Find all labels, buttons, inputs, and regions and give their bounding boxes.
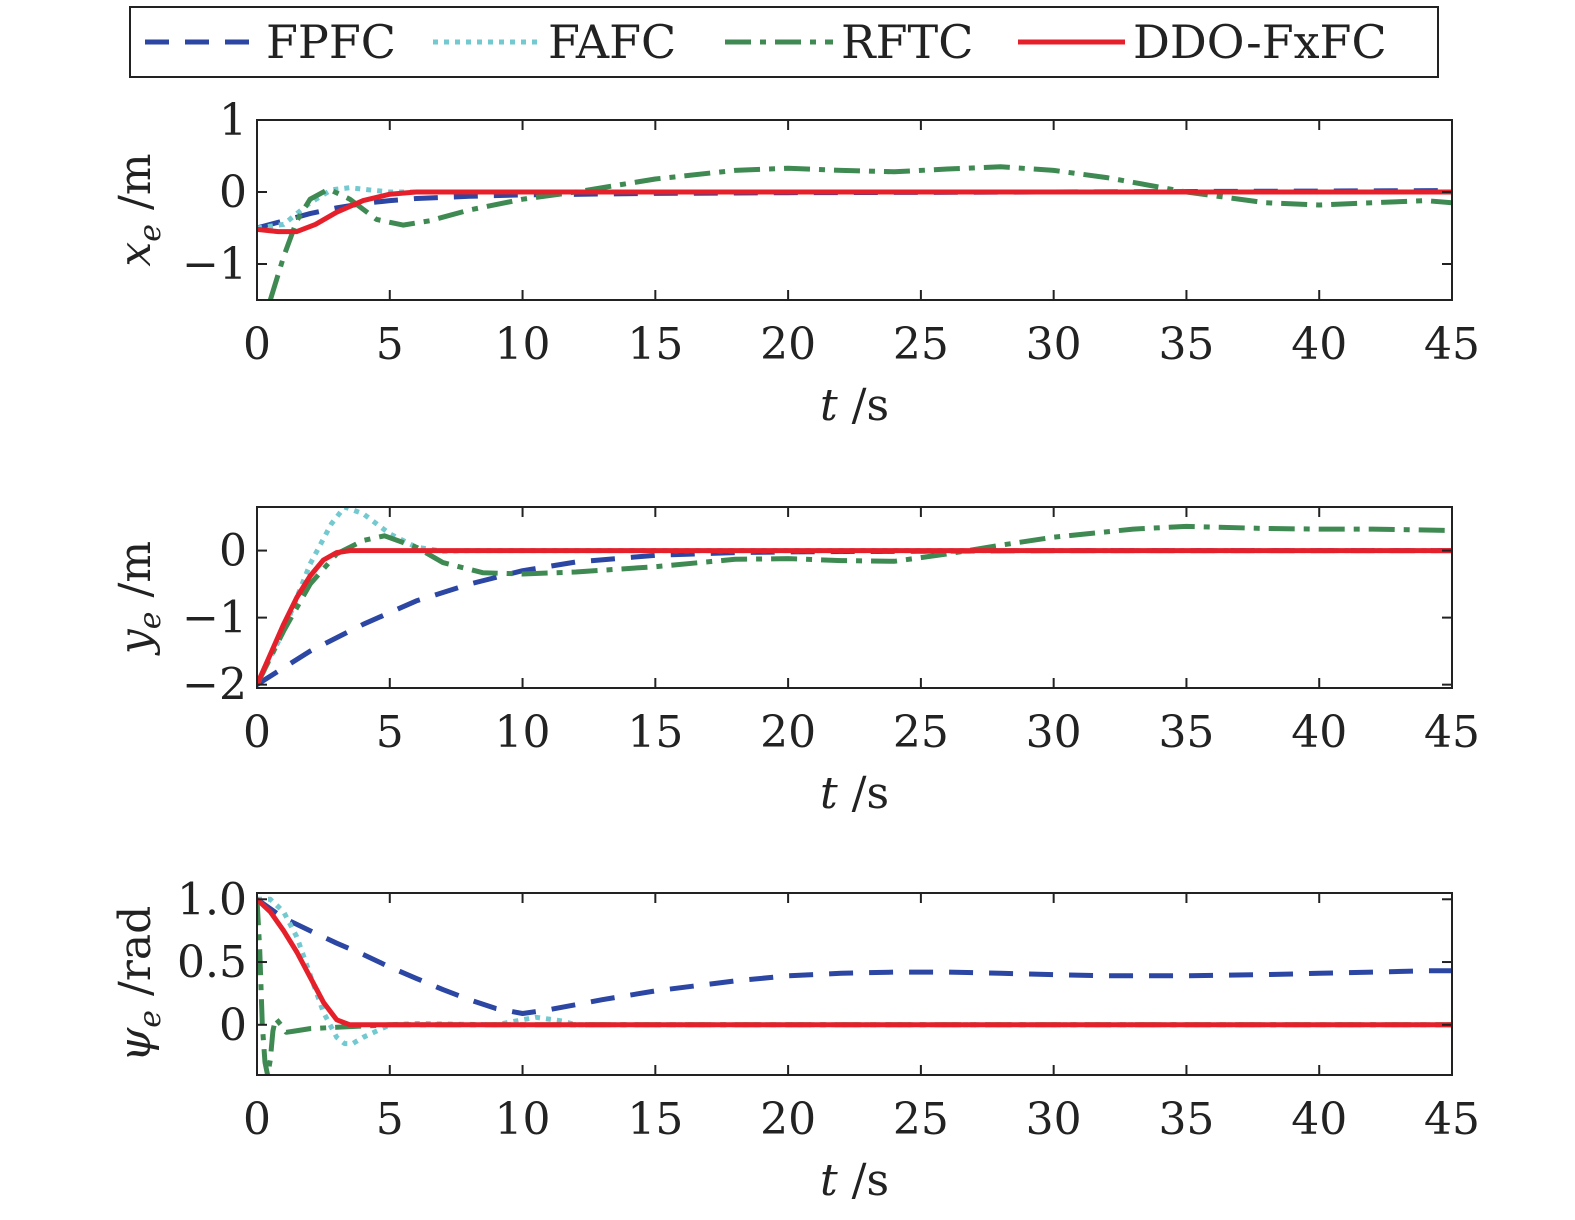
series-ddo-fxfc-line [257,897,1452,1028]
y-tick-label: 1.0 [177,874,247,925]
x-tick-label: 15 [627,707,683,758]
y-tick-label: −1 [182,239,247,290]
x-tick-label: 15 [627,319,683,370]
legend-label: FPFC [266,15,396,69]
x-tick-label: 0 [243,1094,271,1145]
series-fpfc-line [257,897,1452,1016]
x-tick-label: 35 [1158,1094,1214,1145]
x-tick-label: 30 [1026,319,1082,370]
series-fpfc-line [257,548,1452,687]
axes-frame [256,119,1453,301]
series-fpfc-line [257,188,1452,231]
x-tick-label: 45 [1424,319,1480,370]
y-tick-label: 0 [219,1000,247,1051]
y-tick-label: 0.5 [177,937,247,988]
series-fafc-line [257,185,1452,231]
y-tick-label: −1 [182,593,247,644]
x-tick-label: 25 [893,707,949,758]
x-tick-label: 10 [495,319,551,370]
x-tick-label: 20 [760,319,816,370]
x-tick-label: 45 [1424,1094,1480,1145]
x-axis-title: t /s [820,1155,889,1206]
x-tick-label: 0 [243,707,271,758]
x-tick-label: 25 [893,319,949,370]
x-tick-label: 10 [495,1094,551,1145]
series-rftc-line [267,164,1452,300]
legend-label: DDO-FxFC [1133,15,1387,69]
legend-label: RFTC [841,15,973,69]
x-tick-label: 20 [760,1094,816,1145]
x-tick-label: 10 [495,707,551,758]
subplot-1: 0 5 10 15 20 25 30 35 40 45 −1 0 1 t /s xe /m [110,95,1480,431]
legend-entry-fpfc: FPFC [145,15,396,69]
x-axis-title: t /s [820,380,889,431]
series-group [257,507,1452,687]
x-tick-label: 35 [1158,319,1214,370]
x-tick-label: 45 [1424,707,1480,758]
x-tick-label: 25 [893,1094,949,1145]
series-group [257,896,1452,1075]
series-ddo-fxfc-line [257,548,1452,686]
y-axis-title: ye /m [110,541,168,656]
series-rftc-line [257,523,1452,686]
series-ddo-fxfc-line [257,189,1452,235]
subplot-3: 0 5 10 15 20 25 30 35 40 45 0 0.5 1.0 t /s ψe /rad [110,874,1480,1206]
x-tick-label: 5 [376,319,404,370]
legend-label: FAFC [548,15,676,69]
x-tick-label: 15 [627,1094,683,1145]
y-tick-label: 0 [219,167,247,218]
x-tick-label: 30 [1026,707,1082,758]
axes-frame [256,892,1453,1076]
legend-entry-fafc: FAFC [433,15,676,69]
axes-frame [256,506,1453,689]
y-tick-label: −2 [182,660,247,711]
x-tick-label: 40 [1291,319,1347,370]
x-tick-label: 40 [1291,707,1347,758]
legend: FPFC FAFC RFTC DDO-FxFC [129,6,1439,78]
y-tick-label: 1 [219,95,247,146]
x-axis-title: t /s [820,768,889,819]
y-tick-label: 0 [219,526,247,577]
x-tick-label: 5 [376,1094,404,1145]
legend-entry-ddo-fxfc: DDO-FxFC [1018,15,1387,69]
x-tick-label: 30 [1026,1094,1082,1145]
y-axis-title: ψe /rad [110,906,168,1063]
series-fafc-line [257,896,1452,1047]
y-axis-title: xe /m [110,153,168,266]
x-tick-label: 35 [1158,707,1214,758]
legend-entry-rftc: RFTC [725,15,973,69]
series-rftc-line [257,899,1452,1075]
x-tick-label: 40 [1291,1094,1347,1145]
x-tick-label: 5 [376,707,404,758]
x-tick-label: 0 [243,319,271,370]
subplot-2: 0 5 10 15 20 25 30 35 40 45 −2 −1 0 t /s ye /m [110,506,1480,819]
x-tick-label: 20 [760,707,816,758]
series-group [257,164,1452,300]
